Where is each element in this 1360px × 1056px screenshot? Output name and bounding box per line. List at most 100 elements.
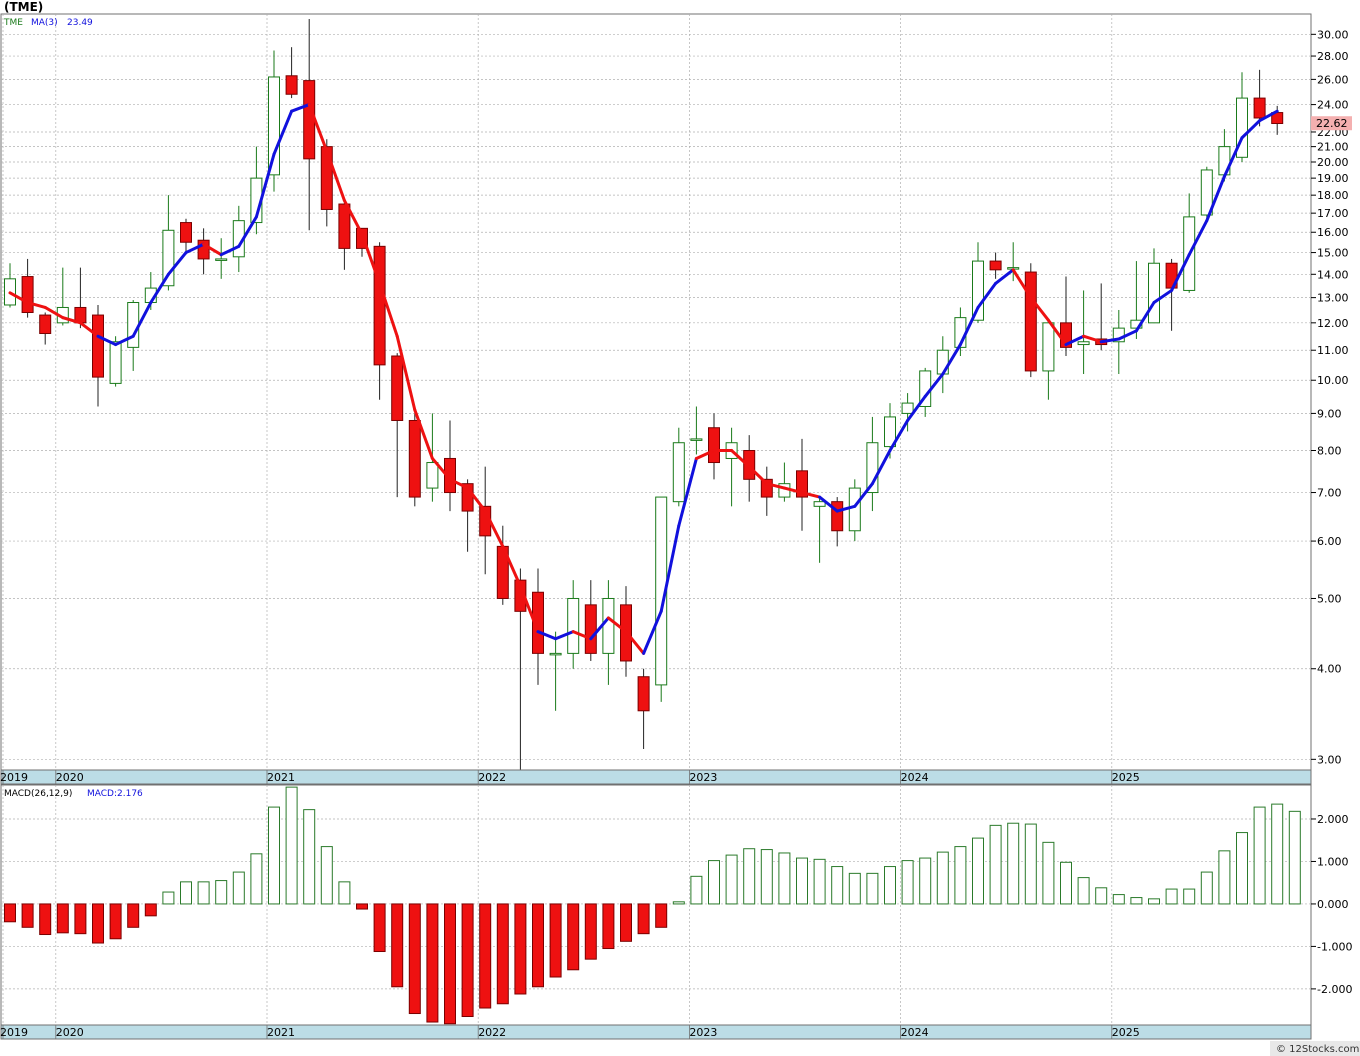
ma-segment — [342, 198, 364, 236]
macd-negative-bar — [56, 903, 69, 934]
price-tick-label: 8.00 — [1317, 444, 1342, 457]
macd-positive-bar — [919, 857, 932, 905]
price-date-axis-band — [0, 769, 1312, 785]
ma-segment — [166, 251, 188, 276]
ma-segment — [853, 482, 874, 508]
candle-body — [637, 676, 650, 712]
price-tick-label: 7.00 — [1317, 487, 1342, 500]
macd-negative-bar — [39, 903, 52, 936]
macd-positive-bar — [848, 872, 861, 905]
ma-segment — [1170, 253, 1191, 292]
ma-segment — [1117, 329, 1138, 341]
ma-segment — [1046, 318, 1068, 347]
macd-positive-bar — [1060, 861, 1072, 905]
ma-segment — [800, 491, 822, 499]
macd-positive-bar — [1200, 871, 1213, 905]
down-candle — [444, 420, 456, 512]
macd-negative-bar — [4, 903, 16, 923]
macd-positive-bar — [1253, 806, 1266, 905]
price-panel: 3.00 4.00 5.00 6.00 7.00 8.00 9.00 10.00 11.00 12… — [0, 13, 1352, 771]
macd-date-axis-band — [0, 1024, 1312, 1040]
candle-body — [92, 314, 104, 378]
macd-legend-value: MACD:2.176 — [87, 789, 143, 799]
ma-segment — [765, 482, 786, 490]
ma-segment — [782, 486, 804, 495]
price-tick-label: 15.00 — [1317, 247, 1349, 260]
macd-positive-bar — [1288, 810, 1301, 905]
down-candle — [514, 568, 527, 770]
last-price-badge: 22.62 — [1311, 116, 1352, 131]
candle-body — [549, 652, 562, 656]
macd-positive-bar — [1218, 850, 1231, 905]
ma-segment — [8, 291, 30, 305]
macd-positive-bar — [1024, 823, 1037, 905]
ma-segment — [941, 343, 962, 376]
candle-body — [320, 146, 333, 210]
macd-tick-label: -1.000 — [1317, 940, 1352, 953]
candle-body — [848, 487, 861, 532]
ma-segment — [589, 616, 610, 641]
macd-positive-bar — [972, 837, 984, 905]
macd-negative-bar — [21, 903, 34, 928]
year-label: 2024 — [901, 771, 929, 784]
macd-negative-bar — [514, 903, 527, 995]
macd-negative-bar — [584, 903, 597, 960]
macd-positive-bar — [1271, 803, 1284, 905]
candle-body — [567, 597, 580, 654]
macd-positive-bar — [180, 881, 192, 905]
candle-body — [127, 302, 140, 348]
macd-negative-bar — [144, 903, 157, 917]
ma-segment — [1099, 337, 1121, 344]
macd-date-axis: 2019 2020 2021 2022 2023 2024 2025 — [0, 1025, 1140, 1039]
down-candle — [338, 198, 351, 270]
price-tick-label: 3.00 — [1317, 753, 1342, 766]
price-tick-label: 11.00 — [1317, 344, 1349, 357]
candle-body — [831, 501, 844, 532]
macd-positive-bar — [1165, 888, 1178, 905]
down-candle — [831, 497, 844, 547]
ma-segment — [219, 244, 241, 257]
macd-negative-bar — [426, 903, 439, 1023]
candle-body — [532, 591, 544, 654]
year-label: 2025 — [1112, 1026, 1140, 1039]
macd-gridlines — [1, 785, 1311, 1025]
site-credit: © 12Stocks.com — [1276, 1044, 1359, 1055]
ma-segment — [61, 316, 82, 325]
price-tick-label: 14.00 — [1317, 268, 1349, 281]
year-label: 2024 — [901, 1026, 929, 1039]
up-candle — [813, 497, 826, 563]
macd-positive-bar — [989, 824, 1002, 905]
year-label: 2021 — [267, 771, 295, 784]
candle-body — [162, 229, 175, 287]
ma-segment — [906, 394, 927, 422]
ma-segment — [835, 504, 857, 513]
candle-body — [760, 478, 773, 498]
macd-positive-bar — [954, 846, 967, 905]
down-candle — [197, 228, 210, 275]
up-candle — [690, 406, 703, 455]
candle-body — [584, 604, 597, 654]
down-candle — [1253, 69, 1266, 127]
candle-body — [901, 402, 914, 414]
down-candle — [708, 413, 720, 480]
candle-body — [1200, 169, 1213, 216]
macd-positive-bar — [708, 860, 720, 905]
macd-positive-bar — [1077, 877, 1090, 905]
ma-segment — [659, 524, 681, 613]
macd-positive-bar — [936, 851, 949, 905]
macd-axis: -2.000 -1.000 0.000 1.000 2.000 — [1311, 813, 1352, 996]
candle-body — [215, 258, 228, 261]
ma-segment — [272, 109, 294, 156]
ma-segment — [378, 281, 399, 338]
ma-segment — [395, 334, 417, 412]
ma-segment — [694, 448, 716, 460]
macd-tick-label: 2.000 — [1317, 813, 1349, 826]
ma-segment — [202, 242, 223, 257]
price-legend-ma-label: MA(3) — [31, 18, 58, 28]
ma-segment — [254, 152, 276, 219]
up-candle — [672, 427, 685, 507]
down-candle — [989, 252, 1002, 279]
macd-positive-bar — [778, 852, 791, 905]
candle-body — [989, 260, 1002, 271]
year-label: 2022 — [478, 771, 506, 784]
